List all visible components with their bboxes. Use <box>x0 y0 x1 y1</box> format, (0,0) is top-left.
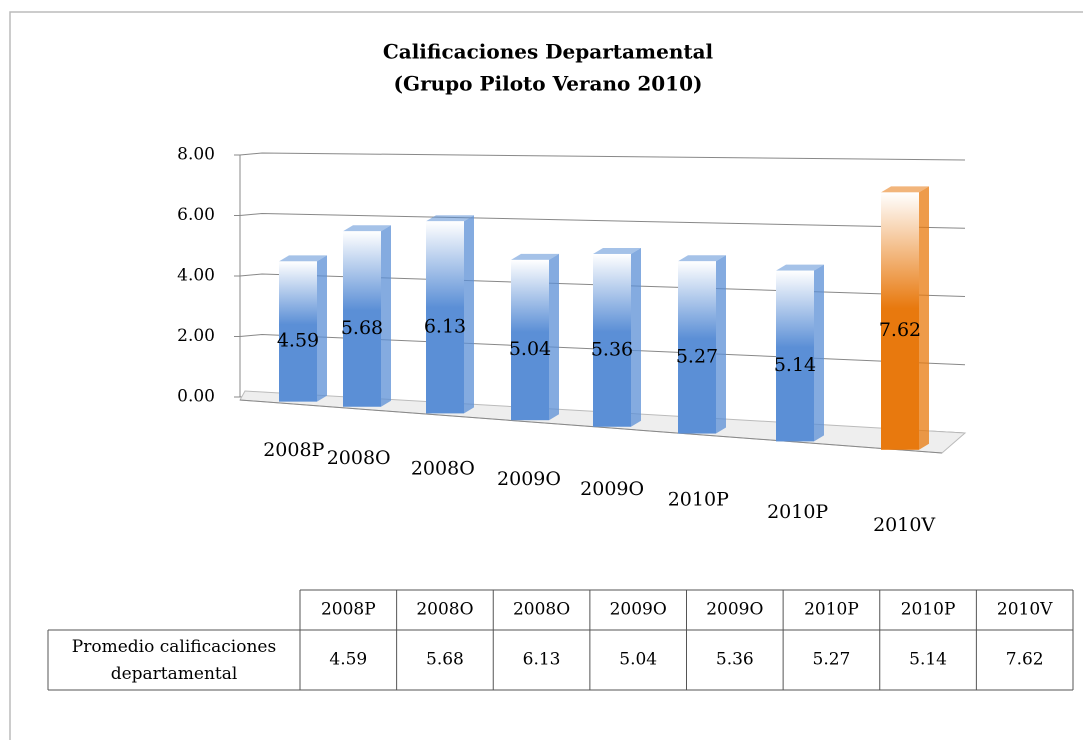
bar-side <box>631 247 641 427</box>
bar-side <box>716 255 726 434</box>
x-tick-label: 2009O <box>497 468 561 490</box>
table-header: 2008O <box>416 600 473 620</box>
x-axis <box>239 399 943 454</box>
bar-side <box>919 186 929 450</box>
bar <box>343 231 381 407</box>
x-tick-label: 2008O <box>411 457 475 479</box>
bar-top <box>343 225 391 232</box>
table-value: 5.04 <box>619 650 657 670</box>
table-value: 7.62 <box>1006 650 1044 670</box>
data-label: 7.62 <box>879 319 921 341</box>
data-label: 5.27 <box>676 345 718 367</box>
data-label: 5.36 <box>591 338 633 360</box>
bar-top <box>881 186 929 193</box>
chart-title: Calificaciones Departamental <box>383 40 714 64</box>
bar-side <box>317 255 327 402</box>
bar-side <box>464 215 474 414</box>
bar <box>426 221 464 414</box>
grid-line <box>239 212 966 229</box>
table-value: 6.13 <box>523 650 561 670</box>
y-tick-label: 0.00 <box>177 387 215 407</box>
chart-border <box>9 11 1083 740</box>
table-row-label: Promedio calificaciones departamental <box>72 637 276 684</box>
grid-line <box>239 273 966 297</box>
table-value: 5.68 <box>426 650 464 670</box>
table-header: 2010V <box>997 600 1053 620</box>
x-tick-label: 2010P <box>767 501 828 523</box>
bar-top <box>593 247 641 254</box>
table-header: 2010P <box>804 600 859 620</box>
y-tick-label: 2.00 <box>177 326 215 346</box>
table-value: 5.27 <box>813 650 851 670</box>
data-label: 5.14 <box>774 354 816 376</box>
bar-top <box>279 255 327 262</box>
table-value: 5.36 <box>716 650 754 670</box>
table-header: 2009O <box>610 600 667 620</box>
table-header: 2008O <box>513 600 570 620</box>
y-tick-label: 8.00 <box>177 145 215 165</box>
table-value: 4.59 <box>329 650 367 670</box>
data-label: 5.68 <box>341 317 383 339</box>
table-header: 2010P <box>901 600 956 620</box>
bar-side <box>814 264 824 442</box>
bar <box>776 270 814 442</box>
table-value: 5.14 <box>909 650 947 670</box>
bar <box>678 261 716 434</box>
table-header: 2008P <box>321 600 376 620</box>
x-tick-label: 2008O <box>327 447 391 469</box>
bar-top <box>511 253 559 260</box>
x-tick-label: 2008P <box>263 439 324 461</box>
bar-side <box>381 225 391 407</box>
y-tick-label: 6.00 <box>177 205 215 225</box>
bar-top <box>426 215 474 222</box>
x-tick-label: 2010P <box>668 489 729 511</box>
y-tick-label: 4.00 <box>177 266 215 286</box>
bar <box>593 253 631 427</box>
bar <box>881 192 919 450</box>
data-label: 4.59 <box>277 330 319 352</box>
x-tick-label: 2009O <box>580 478 644 500</box>
data-label: 5.04 <box>509 338 551 360</box>
grid-line <box>239 152 966 161</box>
x-tick-label: 2010V <box>873 514 935 536</box>
table-header: 2009O <box>706 600 763 620</box>
bar-top <box>678 255 726 262</box>
bar <box>511 259 549 421</box>
bar-top <box>776 264 824 271</box>
data-label: 6.13 <box>424 315 466 337</box>
grid-line <box>239 333 966 366</box>
bar-side <box>549 253 559 421</box>
chart-subtitle: (Grupo Piloto Verano 2010) <box>394 72 703 96</box>
bar <box>279 261 317 402</box>
